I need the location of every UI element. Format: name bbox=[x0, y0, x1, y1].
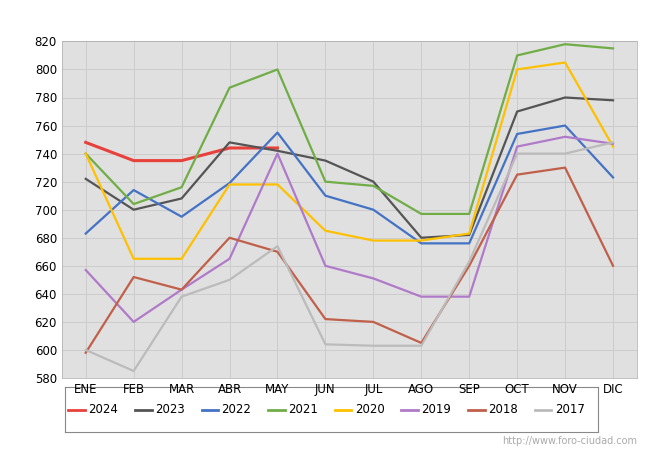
Text: http://www.foro-ciudad.com: http://www.foro-ciudad.com bbox=[502, 436, 637, 446]
Text: 2023: 2023 bbox=[155, 403, 185, 416]
Text: 2021: 2021 bbox=[288, 403, 318, 416]
Text: 2020: 2020 bbox=[355, 403, 385, 416]
Text: 2017: 2017 bbox=[554, 403, 584, 416]
Text: 2024: 2024 bbox=[88, 403, 118, 416]
Text: 2018: 2018 bbox=[488, 403, 518, 416]
Text: Afiliados en Benimodo a 31/5/2024: Afiliados en Benimodo a 31/5/2024 bbox=[167, 9, 483, 27]
Text: 2022: 2022 bbox=[222, 403, 252, 416]
Text: 2019: 2019 bbox=[421, 403, 451, 416]
